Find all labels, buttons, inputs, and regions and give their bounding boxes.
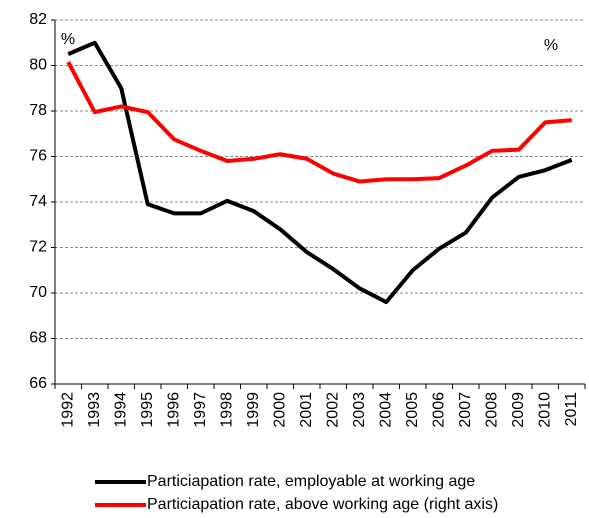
x-tick-label: 1995: [139, 392, 156, 428]
x-tick-label: 2011: [563, 392, 580, 427]
x-tick-label: 2003: [351, 392, 368, 428]
y-tick-label: 72: [29, 239, 47, 256]
x-tick-label: 2005: [404, 392, 421, 428]
y-tick-label: 76: [29, 148, 47, 165]
x-tick-label: 1994: [112, 392, 129, 428]
y-tick-label: 82: [29, 11, 47, 28]
series-line: [67, 40, 573, 305]
x-tick-label: 1998: [218, 392, 235, 428]
series-line: [66, 61, 572, 184]
x-tick-label: 2006: [430, 392, 447, 428]
x-tick-label: 2008: [483, 392, 500, 428]
right-unit-annotation: %: [544, 37, 558, 54]
y-tick-label: 80: [29, 57, 47, 74]
y-tick-label: 68: [29, 330, 47, 347]
x-tick-label: 1997: [192, 392, 209, 428]
y-tick-label: 70: [29, 284, 47, 301]
x-tick-label: 2007: [457, 392, 474, 428]
legend-label: Particiapation rate, above working age (…: [147, 496, 498, 513]
x-tick-label: 1999: [245, 392, 262, 428]
left-unit-annotation: %: [61, 31, 75, 48]
x-tick-label: 1996: [165, 392, 182, 428]
x-tick-label: 2004: [377, 392, 394, 428]
legend-label: Particiapation rate, employable at worki…: [147, 473, 475, 490]
x-tick-label: 1993: [86, 392, 103, 428]
x-tick-label: 2002: [324, 392, 341, 428]
y-tick-label: 66: [29, 375, 47, 392]
x-tick-label: 1992: [59, 392, 76, 428]
x-tick-label: 2001: [298, 392, 315, 428]
x-tick-label: 2000: [271, 392, 288, 428]
y-tick-label: 74: [29, 193, 47, 210]
y-tick-label: 78: [29, 102, 47, 119]
x-tick-label: 2010: [536, 392, 553, 428]
x-tick-label: 2009: [510, 392, 527, 428]
